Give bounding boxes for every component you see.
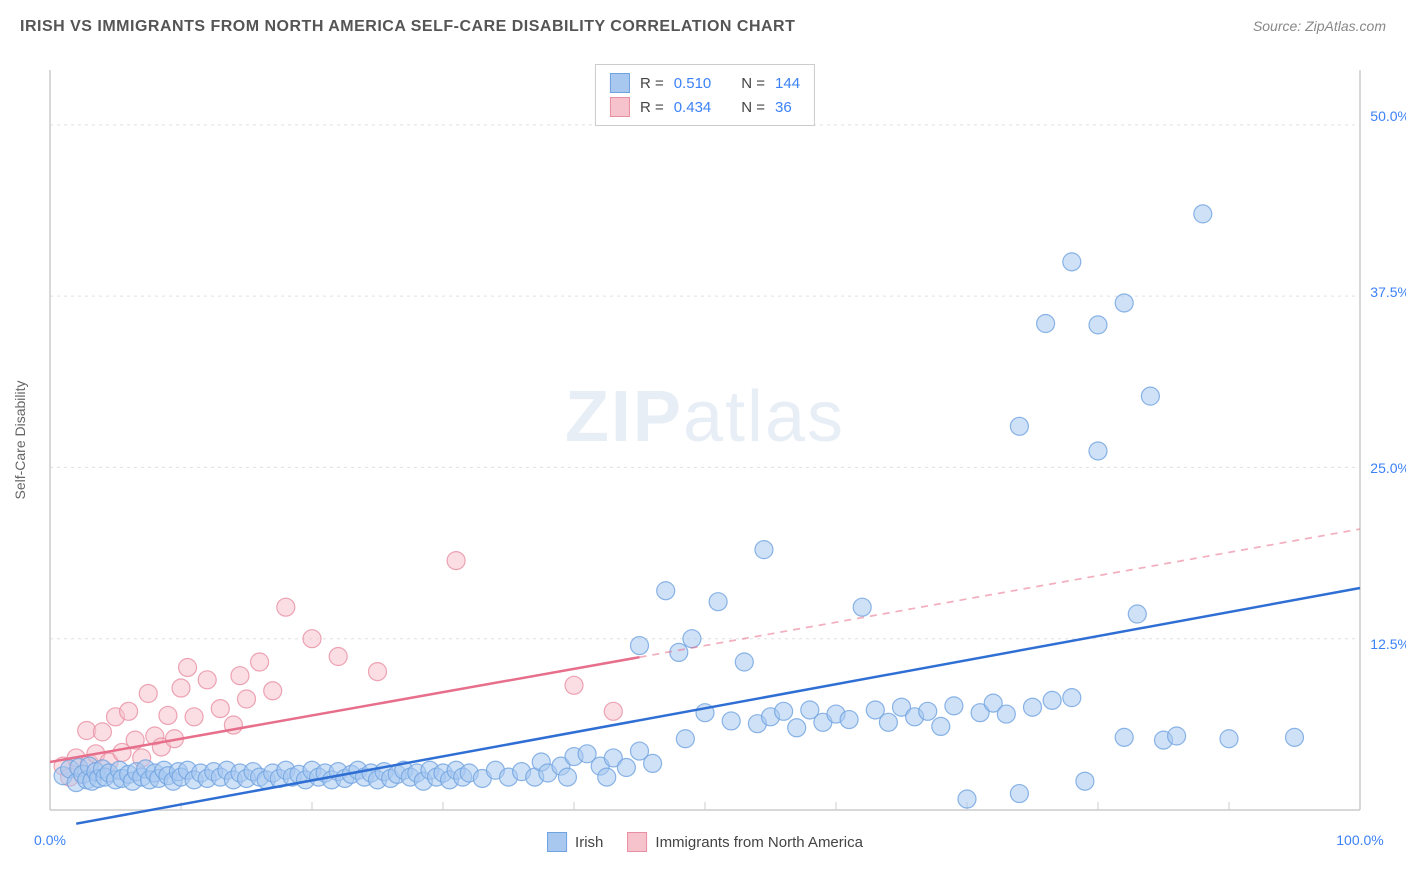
legend-item-immigrants: Immigrants from North America: [627, 832, 863, 852]
swatch-irish-icon: [610, 73, 630, 93]
legend-r-value-irish: 0.510: [674, 75, 712, 92]
series-legend: Irish Immigrants from North America: [547, 832, 863, 852]
legend-row-irish: R = 0.510 N = 144: [610, 71, 800, 95]
swatch-immigrants-icon: [627, 832, 647, 852]
legend-label-immigrants: Immigrants from North America: [655, 834, 863, 851]
y-tick-label: 25.0%: [1370, 460, 1406, 476]
legend-label-irish: Irish: [575, 834, 603, 851]
legend-n-value-irish: 144: [775, 75, 800, 92]
x-tick-label: 0.0%: [34, 832, 66, 848]
chart-header: IRISH VS IMMIGRANTS FROM NORTH AMERICA S…: [0, 0, 1406, 46]
y-tick-label: 12.5%: [1370, 636, 1406, 652]
legend-n-value-immigrants: 36: [775, 99, 792, 116]
swatch-irish-icon: [547, 832, 567, 852]
x-tick-label: 100.0%: [1336, 832, 1383, 848]
legend-row-immigrants: R = 0.434 N = 36: [610, 95, 800, 119]
y-axis-label: Self-Care Disability: [12, 380, 28, 499]
legend-r-label: R =: [640, 99, 664, 116]
chart-area: Self-Care Disability ZIPatlas R = 0.510 …: [50, 60, 1360, 820]
y-tick-label: 50.0%: [1370, 108, 1406, 124]
scatter-plot: [50, 60, 1360, 820]
correlation-legend: R = 0.510 N = 144 R = 0.434 N = 36: [595, 64, 815, 126]
source-label: Source: ZipAtlas.com: [1253, 18, 1386, 34]
legend-n-label: N =: [741, 75, 765, 92]
chart-title: IRISH VS IMMIGRANTS FROM NORTH AMERICA S…: [20, 18, 795, 36]
y-tick-label: 37.5%: [1370, 284, 1406, 300]
legend-r-label: R =: [640, 75, 664, 92]
legend-item-irish: Irish: [547, 832, 603, 852]
swatch-immigrants-icon: [610, 97, 630, 117]
legend-n-label: N =: [741, 99, 765, 116]
legend-r-value-immigrants: 0.434: [674, 99, 712, 116]
